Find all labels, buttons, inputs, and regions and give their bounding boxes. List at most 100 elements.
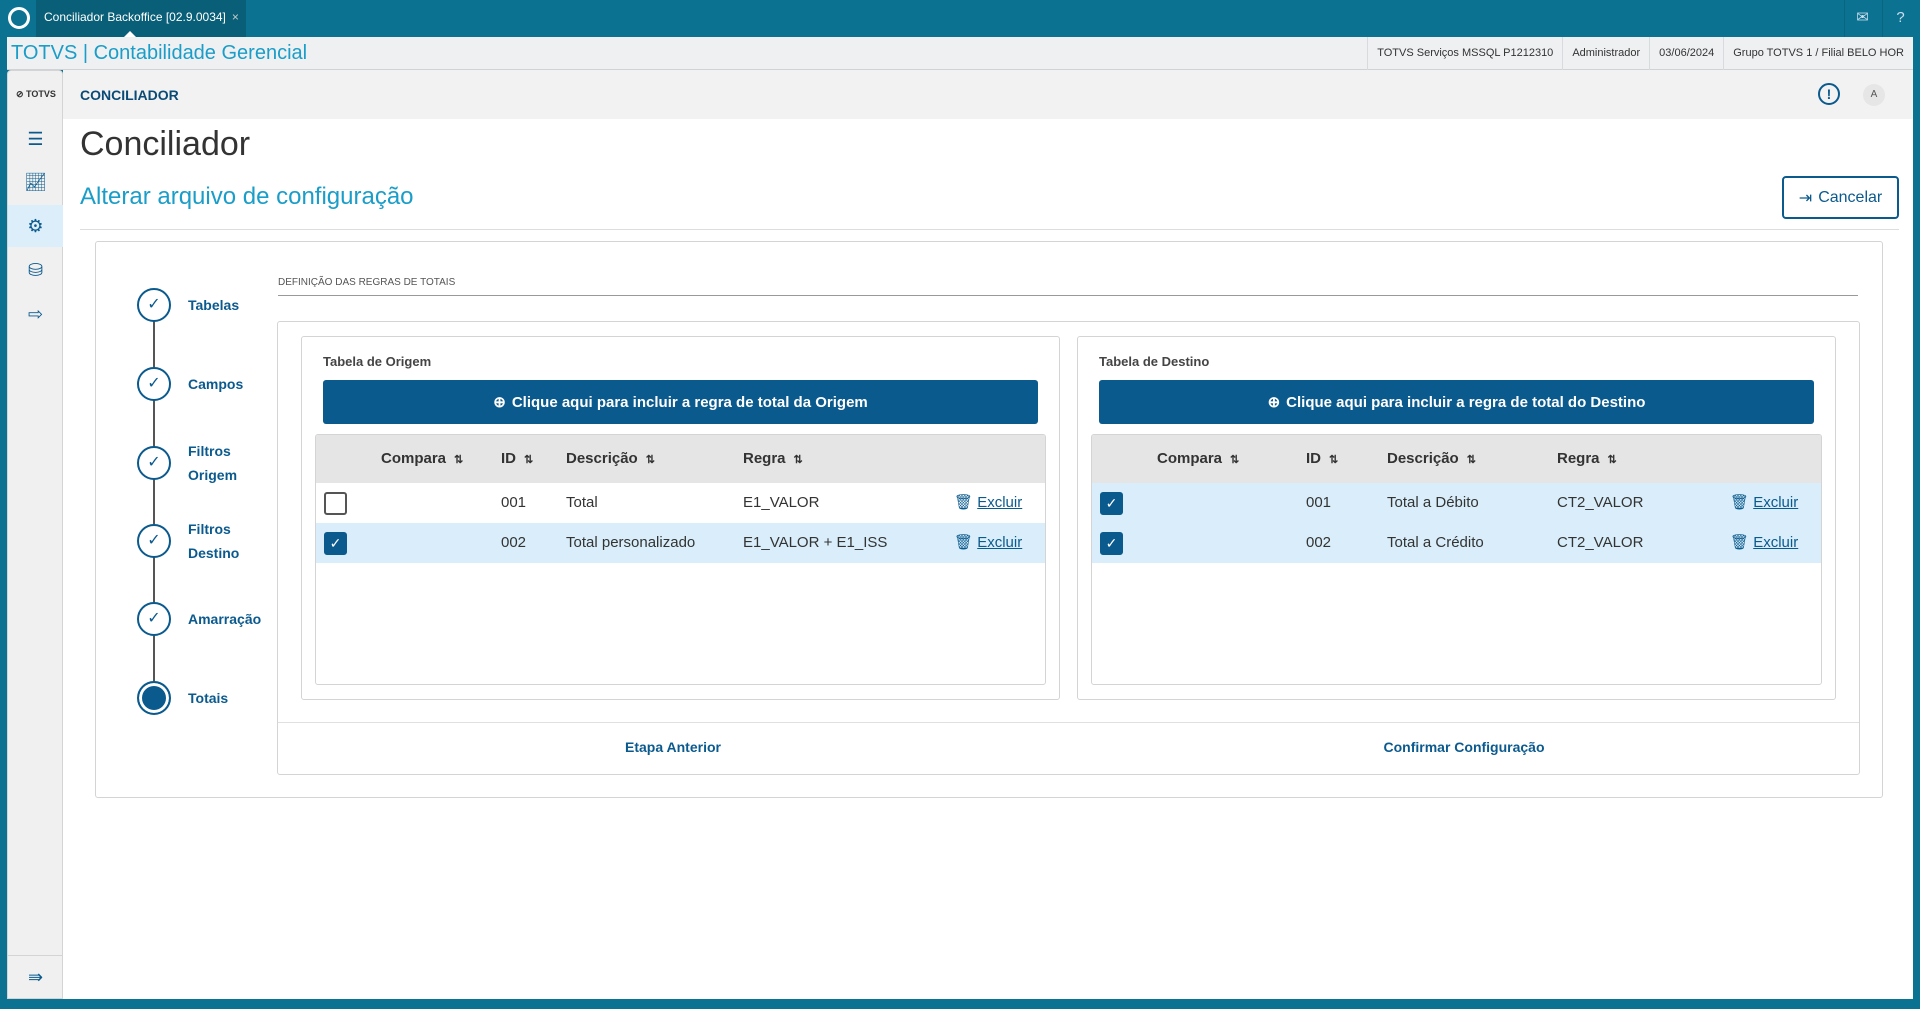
confirm-configuration-button[interactable]: Confirmar Configuração [1383,739,1545,755]
delete-link[interactable]: 🗑︎ Excluir [1730,534,1799,551]
trash-icon: 🗑︎ [1730,534,1750,551]
step-label[interactable]: Amarração [188,611,262,627]
module-header: CONCILIADOR ! A [63,70,1913,119]
app-header: TOTVS | Contabilidade Gerencial TOTVS Se… [7,37,1913,70]
section-divider [278,295,1858,296]
sort-icon: ⇅ [1230,454,1240,466]
column-header-descricao[interactable]: Descrição ⇅ [566,450,655,467]
cell-regra: CT2_VALOR [1557,494,1644,511]
column-header-regra[interactable]: Regra ⇅ [743,450,803,467]
totvs-logo-icon [8,7,30,29]
step-label[interactable]: Totais [188,690,229,706]
step-filtros-destino-check-icon[interactable]: ✓ [137,524,171,558]
sidebar-divider [8,955,63,956]
step-tabelas-check-icon[interactable]: ✓ [137,288,171,322]
step-label[interactable]: Filtros Origem [188,443,238,483]
tab-title: Conciliador Backoffice [02.9.0034] [44,10,226,24]
delete-link[interactable]: 🗑︎ Excluir [1730,494,1799,511]
help-icon[interactable]: ? [1882,0,1918,37]
compare-checkbox[interactable]: ✓ [1100,492,1123,515]
footer-divider [278,722,1859,723]
plus-circle-icon: ⊕ [1267,394,1281,411]
cell-regra: E1_VALOR [743,494,820,511]
table-row: 001 Total E1_VALOR 🗑︎ Excluir [316,483,1045,523]
stepper-line [153,305,155,698]
step-amarracao-check-icon[interactable]: ✓ [137,602,171,636]
step-label[interactable]: Filtros Destino [188,521,240,561]
delete-link[interactable]: 🗑︎ Excluir [954,534,1023,551]
app-title: TOTVS | Contabilidade Gerencial [11,42,308,64]
cancel-button[interactable]: ⇥ Cancelar [1782,176,1899,219]
totals-rules-box: Tabela de Origem ⊕ Clique aqui para inclu… [277,321,1860,775]
column-header-compara[interactable]: Compara ⇅ [381,450,464,467]
sort-icon: ⇅ [1466,454,1476,466]
add-destination-rule-button[interactable]: ⊕ Clique aqui para incluir a regra de tot… [1099,380,1814,424]
page-title: Conciliador [80,125,251,163]
cell-id: 001 [1306,494,1332,511]
trash-icon: 🗑︎ [954,534,974,551]
panel-title: Tabela de Destino [1099,354,1210,369]
branch: Grupo TOTVS 1 / Filial BELO HOR [1723,37,1913,70]
sidebar: ⊘ TOTVS ☰ 📈︎ ⚙ ⛁ ⇨ ⇛ [7,70,63,999]
cell-id: 002 [1306,534,1332,551]
table-row: ✓ 001 Total a Débito CT2_VALOR 🗑︎ Exclui… [1092,483,1821,523]
plus-circle-icon: ⊕ [493,394,506,411]
cell-id: 002 [501,534,527,551]
step-label[interactable]: Tabelas [188,297,240,313]
origin-table: Compara ⇅ ID ⇅ Descrição ⇅ Regra ⇅ 001 Total… [315,434,1046,685]
destination-table: Compara ⇅ ID ⇅ Descrição ⇅ Regra ⇅ ✓ 001 Tot… [1091,434,1822,685]
column-header-compara[interactable]: Compara ⇅ [1157,450,1240,467]
mail-icon[interactable]: ✉ [1844,0,1880,37]
delete-link[interactable]: 🗑︎ Excluir [954,494,1023,511]
step-totais-current-icon[interactable] [137,681,171,715]
alert-icon[interactable]: ! [1818,83,1840,105]
user-avatar-icon[interactable]: A [1863,84,1885,106]
session-info: TOTVS Serviços MSSQL P1212310 Administra… [1367,37,1913,70]
page-subtitle: Alterar arquivo de configuração [80,183,414,210]
previous-step-button[interactable]: Etapa Anterior [625,739,721,755]
sort-icon: ⇅ [1607,454,1617,466]
compare-checkbox[interactable] [324,492,347,515]
compare-checkbox[interactable]: ✓ [1100,532,1123,555]
cell-id: 001 [501,494,527,511]
add-origin-rule-button[interactable]: ⊕ Clique aqui para incluir a regra de tot… [323,380,1038,424]
cell-descricao: Total personalizado [566,534,696,551]
sort-icon: ⇅ [645,454,655,466]
sort-icon: ⇅ [524,454,534,466]
table-row: ✓ 002 Total a Crédito CT2_VALOR 🗑︎ Exclu… [1092,523,1821,563]
chart-icon[interactable]: 📈︎ [24,171,47,192]
step-label[interactable]: Campos [188,376,244,392]
window-title-bar: Conciliador Backoffice [02.9.0034] × ✉ ? [0,0,1920,37]
sort-icon: ⇅ [1329,454,1339,466]
step-campos-check-icon[interactable]: ✓ [137,367,171,401]
cell-regra: CT2_VALOR [1557,534,1644,551]
tab-close-icon[interactable]: × [231,10,239,24]
date: 03/06/2024 [1649,37,1723,70]
panel-title: Tabela de Origem [323,354,432,369]
column-header-regra[interactable]: Regra ⇅ [1557,450,1617,467]
destination-panel: Tabela de Destino ⊕ Clique aqui para incl… [1077,336,1836,700]
compare-checkbox[interactable]: ✓ [324,532,347,555]
cell-descricao: Total a Crédito [1387,534,1484,551]
user-name: Administrador [1562,37,1649,70]
trash-icon: 🗑︎ [954,494,974,511]
logout-icon[interactable]: ⇨ [27,303,44,324]
wizard-card: ✓ Tabelas ✓ Campos ✓ Filtros Origem ✓ Fi… [95,241,1883,798]
step-filtros-origem-check-icon[interactable]: ✓ [137,446,171,480]
divider [80,229,1899,230]
tab-conciliador[interactable]: Conciliador Backoffice [02.9.0034] × [36,0,246,37]
exit-icon: ⇥ [1798,189,1813,207]
menu-collapse-icon[interactable]: ⇛ [27,966,44,987]
cell-regra: E1_VALOR + E1_ISS [743,534,888,551]
environment: TOTVS Serviços MSSQL P1212310 [1367,37,1562,70]
column-header-id[interactable]: ID ⇅ [1306,450,1339,467]
column-header-id[interactable]: ID ⇅ [501,450,534,467]
totvs-logo: ⊘ TOTVS [16,89,56,99]
cell-descricao: Total [566,494,598,511]
database-icon[interactable]: ⛁ [27,259,44,280]
table-row: ✓ 002 Total personalizado E1_VALOR + E1_… [316,523,1045,563]
column-header-descricao[interactable]: Descrição ⇅ [1387,450,1476,467]
gear-icon[interactable]: ⚙ [8,205,63,247]
main-content: CONCILIADOR ! A Conciliador Alterar arqu… [63,70,1913,999]
list-icon[interactable]: ☰ [27,128,44,149]
